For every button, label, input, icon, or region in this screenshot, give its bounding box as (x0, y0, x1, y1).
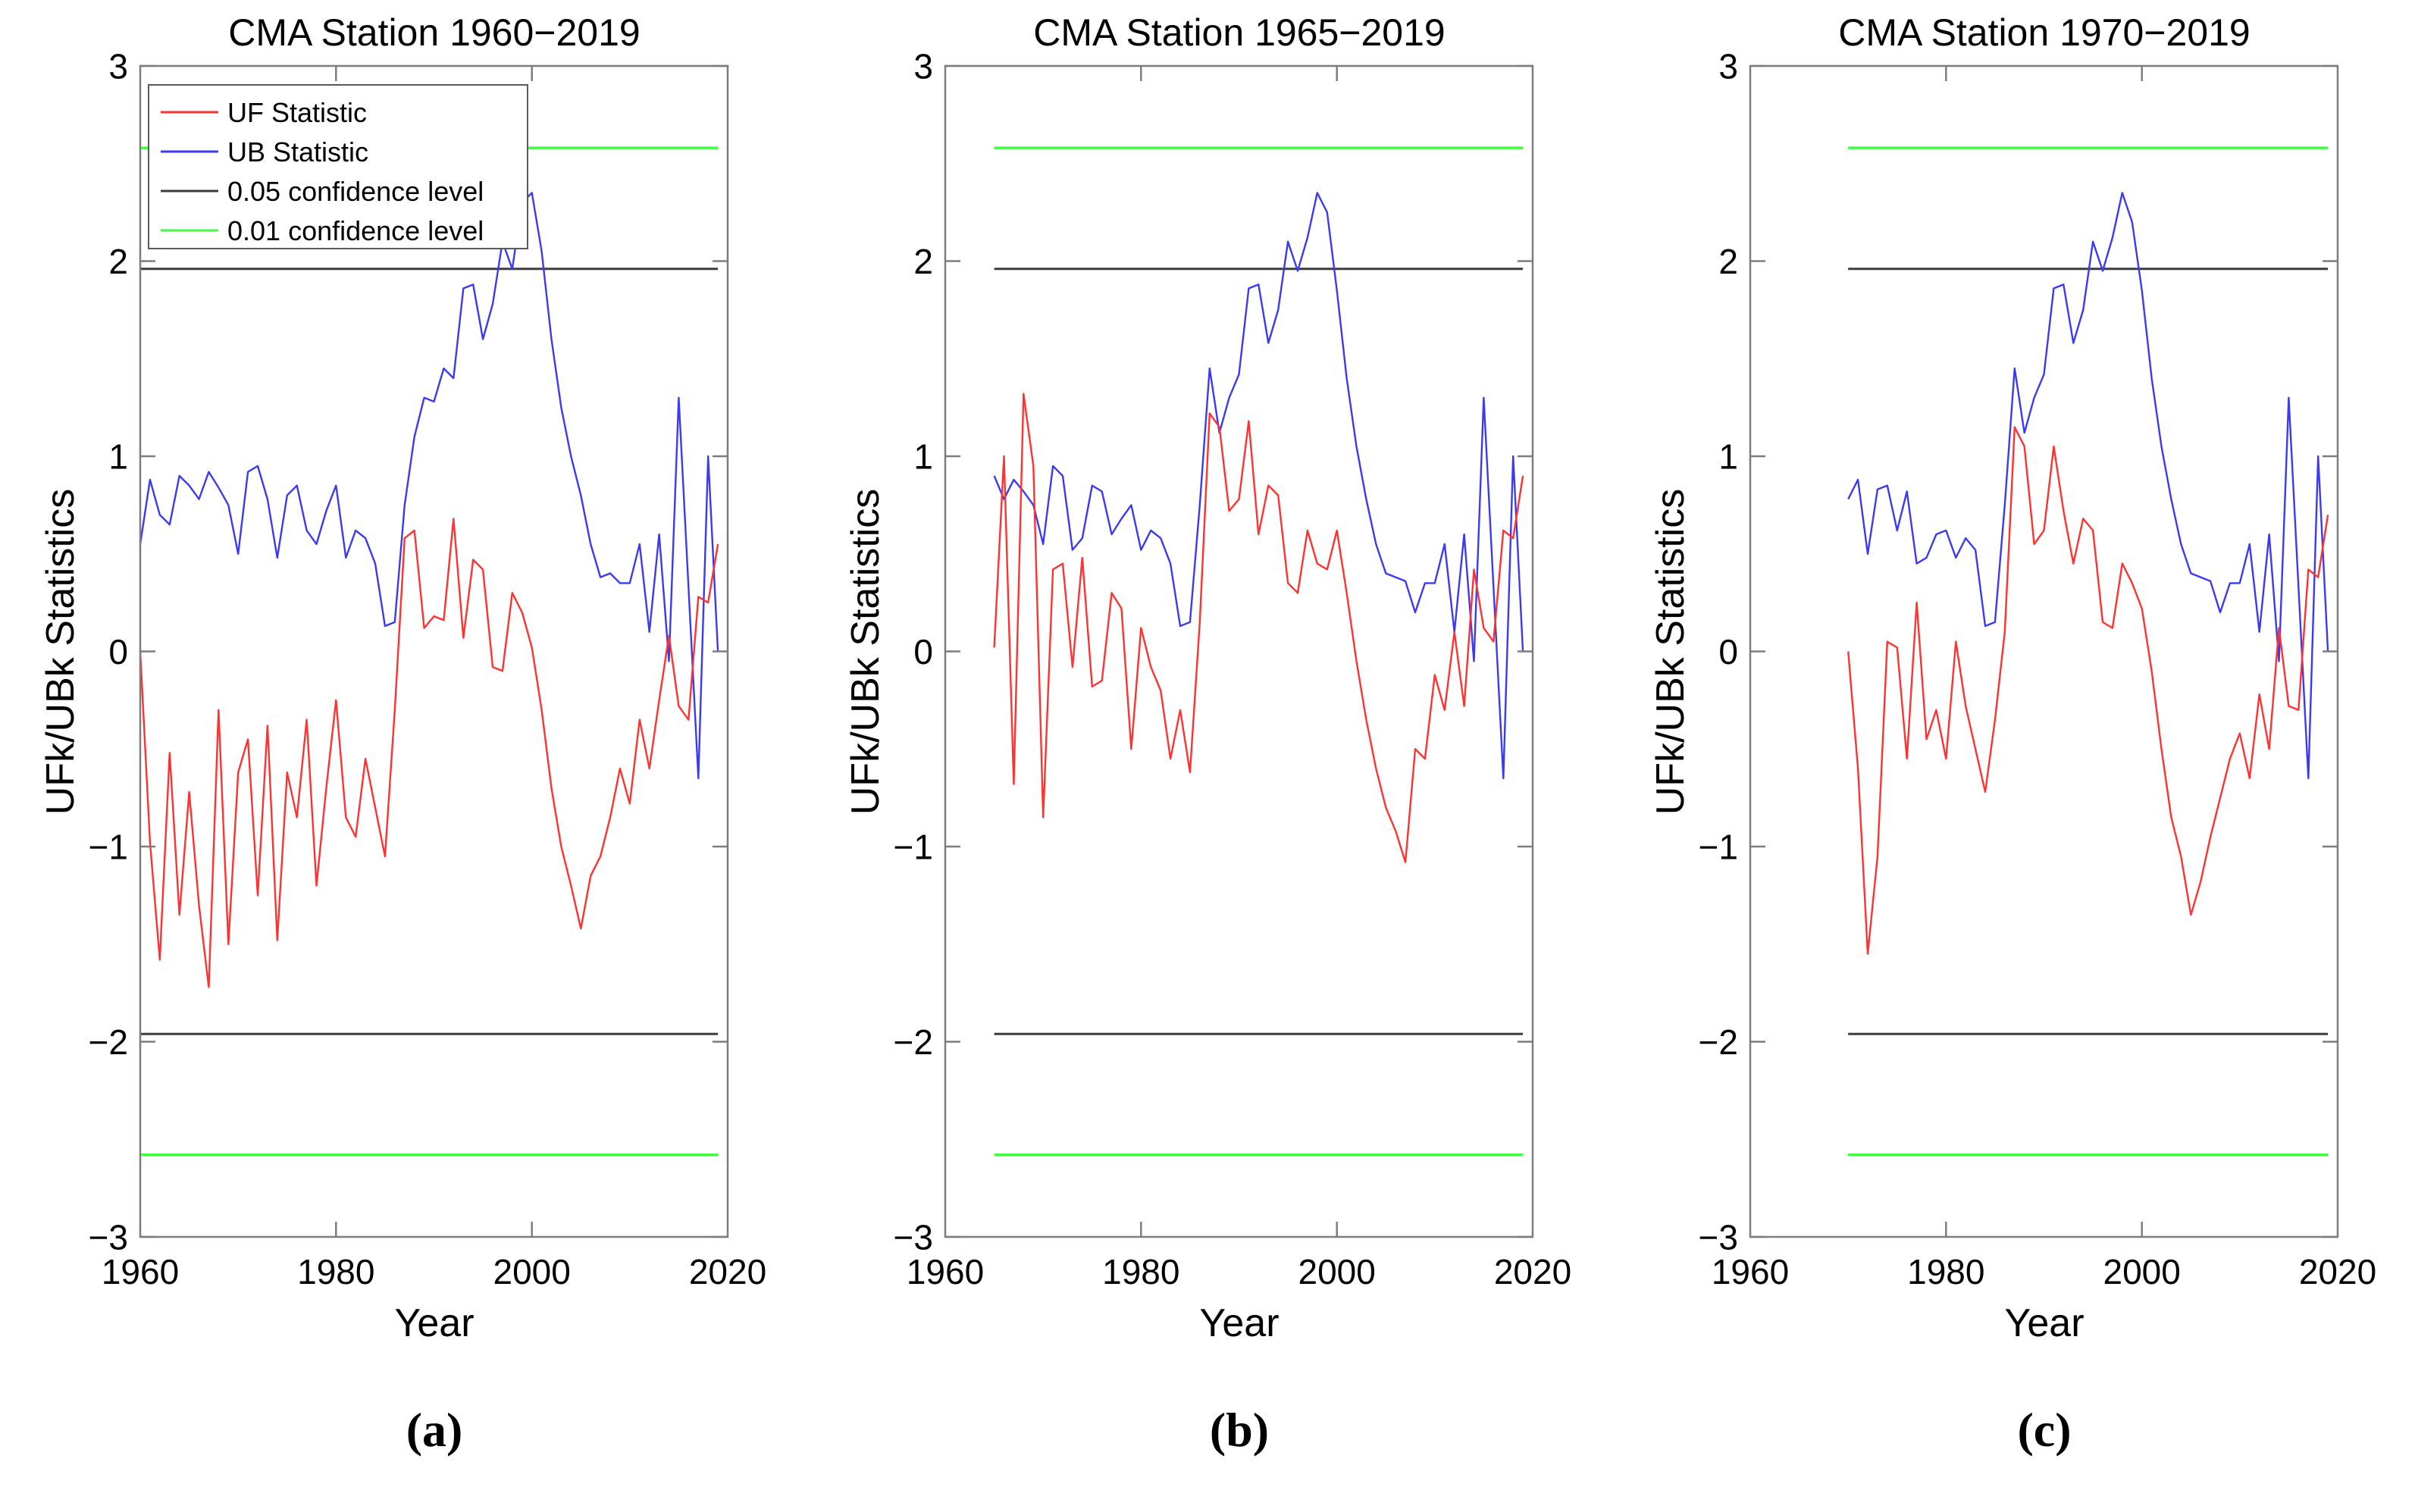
ub-statistic-line (1847, 192, 2329, 780)
y-tick-label: −2 (89, 1022, 128, 1062)
y-tick-label: 3 (1718, 47, 1738, 86)
x-axis-label-a: Year (394, 1301, 475, 1345)
y-axis-label-c: UFk/UBk Statistics (1649, 488, 1693, 815)
y-tick-label: −1 (1699, 828, 1738, 867)
y-tick-label: −3 (1699, 1218, 1738, 1257)
y-tick-label: 0 (913, 632, 933, 671)
y-tick-label: 1 (108, 437, 128, 477)
y-tick-label: −2 (1699, 1022, 1738, 1062)
y-tick-label: 0 (108, 632, 128, 671)
legend-label: 0.05 confidence level (227, 176, 484, 207)
x-tick-label: 2000 (493, 1252, 571, 1291)
y-axis-label-a: UFk/UBk Statistics (39, 488, 83, 815)
y-tick-label: 2 (1718, 242, 1738, 281)
panel-caption-c: (c) (2017, 1403, 2072, 1457)
y-tick-label: 2 (913, 242, 933, 281)
y-tick-label: 1 (1718, 437, 1738, 477)
x-tick-label: 2020 (2299, 1252, 2376, 1291)
x-tick-label: 2000 (2103, 1252, 2181, 1291)
plot-box (1749, 64, 2339, 1238)
legend-label: 0.01 confidence level (227, 215, 484, 246)
x-tick-label: 2000 (1298, 1252, 1376, 1291)
x-tick-label: 1960 (102, 1252, 179, 1291)
ub-statistic-line (139, 192, 719, 780)
y-tick-label: −3 (89, 1218, 128, 1257)
x-tick-label: 1980 (1102, 1252, 1179, 1291)
panel-c: −3 −2 −1 0 1 2 3 1960 1980 2000 2020 CMA Station 1… (1610, 0, 2415, 1512)
uf-statistic-line (139, 518, 719, 988)
y-tick-label: 0 (1718, 632, 1738, 671)
chart-canvas-a: −3 −2 −1 0 1 2 3 1960 1980 2000 2020 UF Statistic UB… (89, 47, 767, 1291)
x-tick-label: 2020 (1494, 1252, 1571, 1291)
chart-canvas-b: −3 −2 −1 0 1 2 3 1960 1980 2000 2020 (894, 47, 1572, 1291)
x-tick-label: 1980 (297, 1252, 374, 1291)
x-axis-label-c: Year (2004, 1301, 2085, 1345)
y-tick-label: −2 (894, 1022, 933, 1062)
panel-caption-a: (a) (406, 1403, 463, 1457)
y-tick-label: −1 (894, 828, 933, 867)
x-tick-label: 1980 (1907, 1252, 1984, 1291)
plot-box (944, 64, 1534, 1238)
panel-caption-b: (b) (1209, 1403, 1270, 1457)
y-tick-label: −1 (89, 828, 128, 867)
y-tick-label: 3 (108, 47, 128, 86)
y-tick-label: 2 (108, 242, 128, 281)
legend-label: UF Statistic (227, 97, 367, 128)
chart-title-c: CMA Station 1970−2019 (1838, 11, 2251, 54)
ub-statistic-line (993, 192, 1524, 780)
y-tick-label: −3 (894, 1218, 933, 1257)
legend: UF Statistic UB Statistic 0.05 confidence … (148, 84, 528, 249)
x-tick-label: 1960 (907, 1252, 984, 1291)
uf-statistic-line (993, 393, 1524, 863)
chart-title-b: CMA Station 1965−2019 (1033, 11, 1446, 54)
panel-a: −3 −2 −1 0 1 2 3 1960 1980 2000 2020 UF Statistic UB… (0, 0, 805, 1512)
x-axis-label-b: Year (1199, 1301, 1280, 1345)
y-axis-label-b: UFk/UBk Statistics (844, 488, 888, 815)
y-tick-label: 1 (913, 437, 933, 477)
panel-b: −3 −2 −1 0 1 2 3 1960 1980 2000 2020 CMA Station 1… (805, 0, 1610, 1512)
x-tick-label: 1960 (1712, 1252, 1789, 1291)
chart-canvas-c: −3 −2 −1 0 1 2 3 1960 1980 2000 2020 (1699, 47, 2377, 1291)
y-tick-label: 3 (913, 47, 933, 86)
legend-label: UB Statistic (227, 136, 368, 167)
chart-title-a: CMA Station 1960−2019 (228, 11, 641, 54)
x-tick-label: 2020 (689, 1252, 766, 1291)
uf-statistic-line (1847, 426, 2329, 955)
